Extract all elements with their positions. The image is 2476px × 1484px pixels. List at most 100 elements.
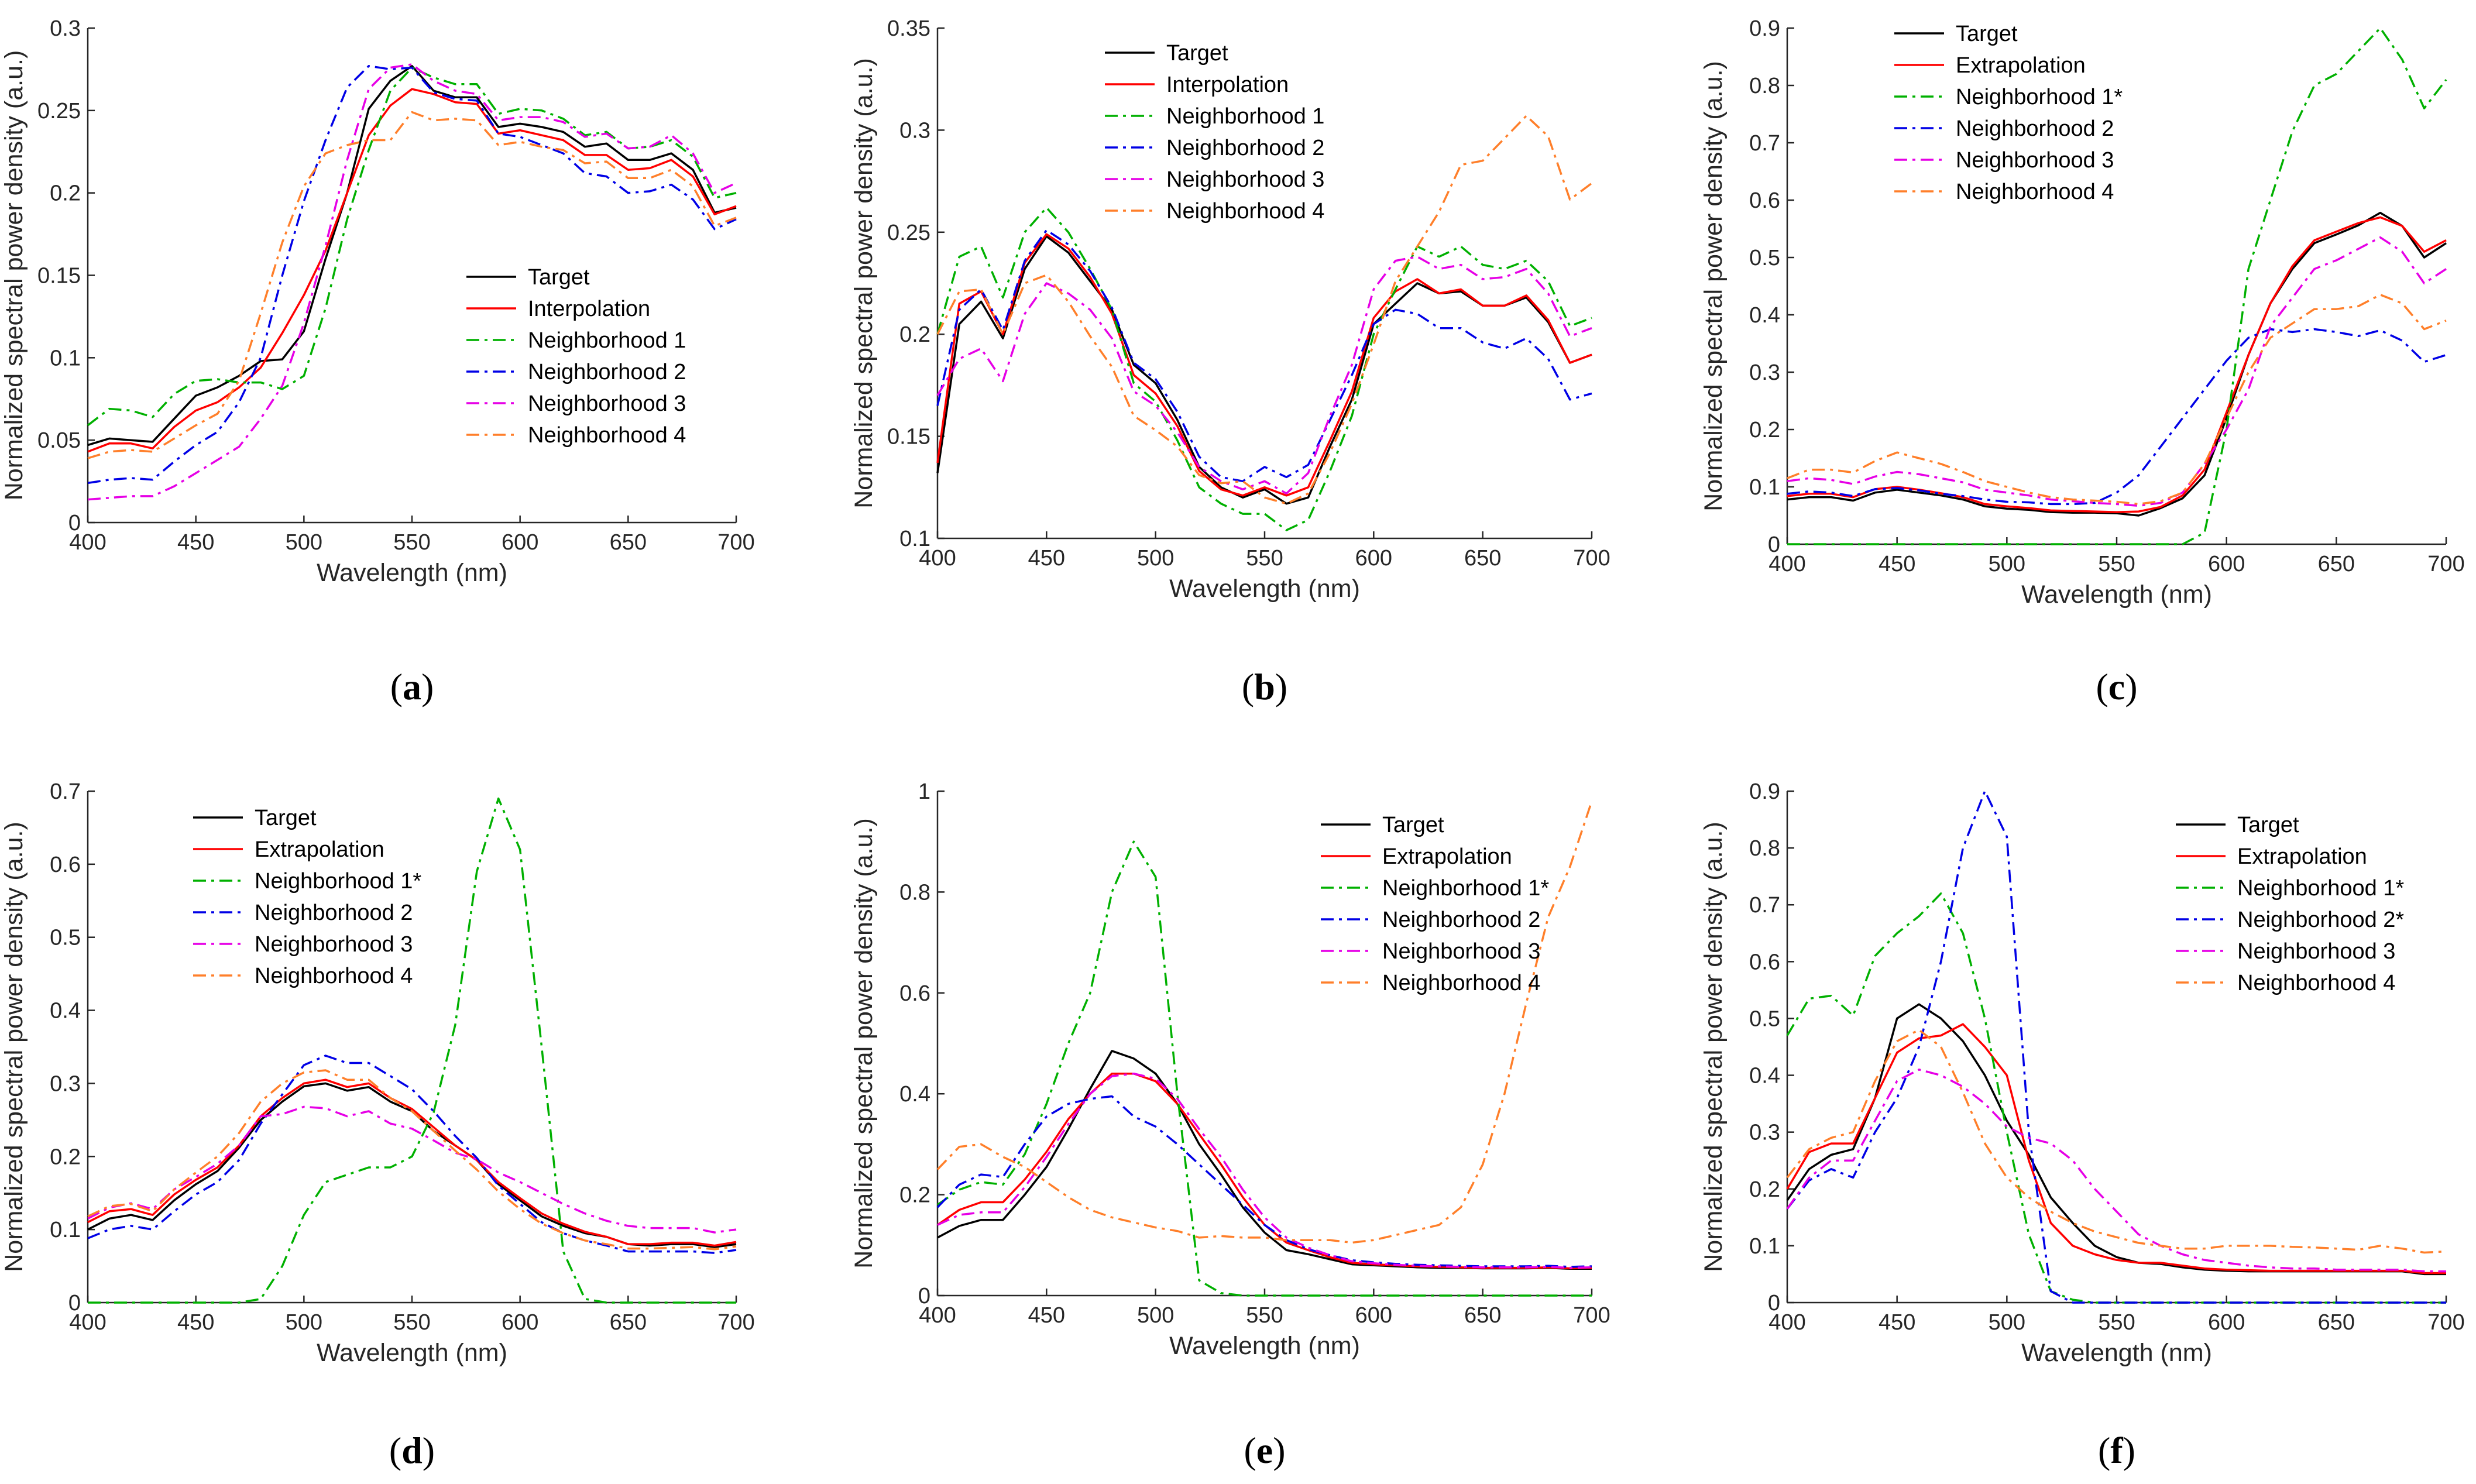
legend-label: Target [1956, 22, 2018, 46]
y-tick-label: 0.35 [887, 16, 930, 41]
series-line-5 [937, 1072, 1592, 1269]
y-tick-label: 0.7 [1749, 893, 1780, 918]
caption-letter: a [403, 666, 421, 707]
chart-panel-d: 400 450 500 550 600 650 700 0 0.1 0.2 0.3 0.4 0.5 0.6… [0, 779, 755, 1471]
caption-close: ) [421, 666, 434, 707]
y-tick-label: 0.1 [1749, 475, 1780, 500]
caption-open: ( [1242, 666, 1254, 707]
series-line-5 [936, 255, 1592, 495]
x-tick-label: 400 [69, 1310, 106, 1335]
y-tick-label: 0.9 [1749, 779, 1780, 804]
series-line-4 [87, 1054, 737, 1254]
x-axis-label: Wavelength (nm) [2021, 580, 2212, 609]
caption-open: ( [1244, 1430, 1256, 1471]
series-line-6 [936, 801, 1593, 1244]
legend-label: Neighborhood 3 [1382, 939, 1540, 964]
legend-label: Neighborhood 3 [1166, 167, 1324, 192]
legend-label: Neighborhood 1* [1382, 876, 1549, 901]
panel-caption: (a) [390, 666, 434, 707]
legend-label: Neighborhood 4 [1382, 971, 1540, 995]
x-tick-label: 600 [1355, 1303, 1392, 1328]
series-line-4 [87, 65, 737, 485]
series-line-6 [87, 1069, 737, 1251]
x-tick-label: 700 [1573, 546, 1610, 571]
x-tick-label: 450 [1028, 546, 1065, 571]
y-tick-label: 0.5 [1749, 1006, 1780, 1031]
y-tick-label: 0.8 [1749, 836, 1780, 861]
y-tick-label: 0.6 [1749, 188, 1780, 213]
x-axis-label: Wavelength (nm) [1169, 575, 1360, 603]
series-line-3 [88, 797, 736, 1304]
x-tick-label: 550 [2098, 1310, 2135, 1335]
y-tick-label: 0 [918, 1284, 930, 1308]
x-axis-label: Wavelength (nm) [317, 1339, 507, 1367]
y-tick-label: 0.15 [887, 425, 930, 449]
y-tick-label: 0.7 [1749, 131, 1780, 156]
chart-panel-f: 400 450 500 550 600 650 700 0 0.1 0.2 0.3 0.4 0.5 0.6… [1699, 779, 2465, 1471]
x-tick-label: 400 [919, 546, 956, 571]
legend-label: Target [1382, 813, 1444, 837]
x-tick-label: 600 [2208, 1310, 2245, 1335]
x-tick-label: 550 [393, 530, 430, 555]
x-tick-label: 400 [69, 530, 106, 555]
y-tick-label: 0.8 [1749, 74, 1780, 98]
y-tick-label: 0 [1768, 1291, 1780, 1315]
series-line-2 [937, 1072, 1592, 1270]
y-tick-label: 1 [918, 779, 930, 804]
caption-open: ( [2098, 1430, 2110, 1471]
legend-label: Extrapolation [2237, 844, 2367, 869]
legend-label: Neighborhood 4 [255, 964, 413, 988]
caption-letter: f [2110, 1430, 2123, 1471]
series-line-2 [1786, 1023, 2446, 1275]
x-tick-label: 400 [1768, 552, 1805, 576]
x-tick-label: 700 [1573, 1303, 1610, 1328]
x-tick-label: 500 [286, 530, 322, 555]
y-tick-label: 0.1 [899, 527, 930, 551]
series-line-2 [87, 1078, 737, 1247]
legend-label: Neighborhood 3 [528, 391, 686, 416]
x-tick-label: 550 [393, 1310, 430, 1335]
y-tick-label: 0.1 [50, 346, 81, 370]
series-line-4 [1787, 328, 2447, 506]
legend-label: Neighborhood 2 [1956, 116, 2114, 141]
y-tick-label: 0.6 [1749, 950, 1780, 974]
legend-label: Extrapolation [1956, 53, 2086, 78]
series-line-2 [936, 233, 1592, 497]
panel-caption: (f) [2098, 1430, 2135, 1471]
y-tick-label: 0.2 [50, 181, 81, 206]
legend-label: Interpolation [1166, 73, 1289, 97]
y-axis-label: Normalized spectral power density (a.u.) [0, 50, 28, 501]
y-tick-label: 0.8 [899, 880, 930, 905]
y-tick-label: 0.3 [899, 118, 930, 143]
legend-label: Neighborhood 2* [2237, 908, 2404, 932]
x-tick-label: 600 [2208, 552, 2245, 576]
x-tick-label: 650 [1464, 1303, 1501, 1328]
legend-label: Neighborhood 3 [2237, 939, 2395, 964]
x-tick-label: 450 [177, 1310, 214, 1335]
legend-label: Target [255, 806, 317, 830]
series-line-5 [1787, 236, 2447, 507]
legend-label: Neighborhood 2 [528, 360, 686, 384]
x-tick-label: 700 [717, 530, 754, 555]
series-line-3 [937, 840, 1592, 1297]
legend-label: Neighborhood 3 [1956, 148, 2114, 173]
series-line-6 [1787, 293, 2447, 506]
chart-panel-b: 400 450 500 550 600 650 700 0.1 0.15 0.2 0.25 0.3 0.… [850, 16, 1610, 707]
series-line-6 [87, 111, 737, 459]
x-tick-label: 450 [1028, 1303, 1065, 1328]
chart-panel-e: 400 450 500 550 600 650 700 0 0.2 0.4 0.6 0.8 1 Wavel… [850, 779, 1610, 1471]
series-line-5 [1786, 1069, 2446, 1273]
x-tick-label: 650 [610, 530, 647, 555]
series-line-4 [936, 229, 1592, 483]
y-tick-label: 0.3 [1749, 360, 1780, 385]
x-tick-label: 500 [1137, 1303, 1174, 1328]
y-tick-label: 0.3 [50, 1071, 81, 1096]
legend-label: Neighborhood 1 [528, 328, 686, 353]
x-axis-label: Wavelength (nm) [1169, 1332, 1360, 1360]
x-tick-label: 550 [2098, 552, 2135, 576]
y-tick-label: 0.1 [50, 1218, 81, 1242]
y-tick-label: 0.3 [1749, 1121, 1780, 1145]
caption-letter: b [1254, 666, 1275, 707]
x-tick-label: 500 [286, 1310, 322, 1335]
